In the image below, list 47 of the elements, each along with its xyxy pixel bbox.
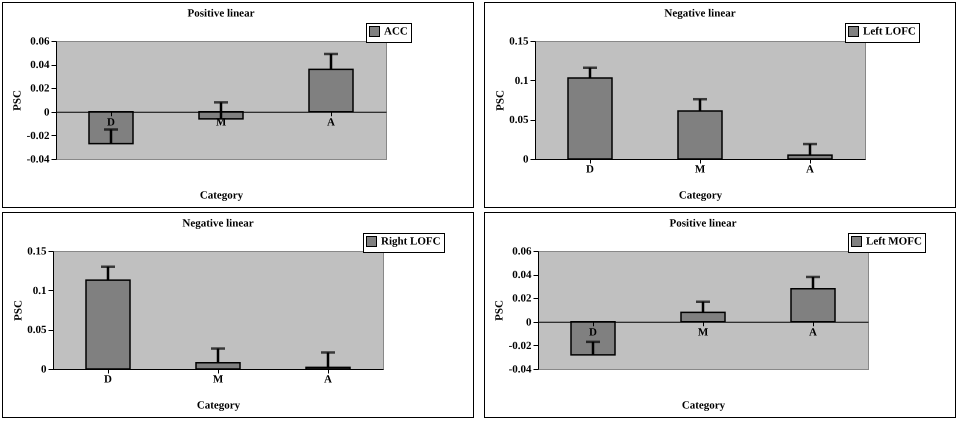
y-tick-label: 0.05 (27, 324, 47, 336)
legend-label: ACC (384, 26, 408, 38)
chart-title: Positive linear (188, 8, 255, 20)
x-tick-label: D (104, 374, 112, 386)
x-tick-label: A (327, 116, 336, 128)
x-tick-label: M (698, 326, 709, 338)
x-tick-label: M (212, 374, 224, 386)
x-axis-title: Category (196, 400, 241, 412)
x-axis-title: Category (678, 190, 723, 202)
x-tick-label: D (107, 116, 116, 128)
y-tick-label: 0.05 (509, 114, 529, 126)
chart-title: Negative linear (182, 218, 254, 230)
y-tick-label: 0 (41, 364, 47, 376)
x-tick-label: A (809, 326, 818, 338)
legend-label: Left MOFC (866, 236, 922, 248)
y-tick-label: 0.02 (30, 82, 50, 95)
legend-label: Left LOFC (863, 26, 916, 38)
y-tick-label: -0.02 (26, 130, 50, 142)
y-tick-label: -0.04 (26, 154, 50, 166)
x-tick-label: D (586, 164, 594, 176)
y-tick-label: 0 (526, 316, 532, 328)
x-axis-title: Category (200, 190, 244, 202)
y-axis-title: PSC (494, 300, 506, 321)
y-tick-label: 0.1 (32, 284, 46, 297)
chart-title: Negative linear (664, 8, 736, 20)
y-axis-title: PSC (12, 90, 24, 111)
y-tick-label: 0.1 (514, 74, 528, 87)
y-tick-label: 0.06 (30, 36, 50, 48)
y-axis-title: PSC (494, 90, 506, 111)
chart-title: Positive linear (670, 218, 737, 230)
y-tick-label: 0.15 (27, 246, 47, 258)
y-tick-label: 0.15 (509, 36, 529, 48)
x-tick-label: D (589, 326, 598, 338)
y-tick-label: -0.04 (508, 364, 532, 376)
x-tick-label: A (324, 374, 332, 386)
y-axis-title: PSC (12, 300, 24, 321)
legend-label: Right LOFC (381, 236, 441, 248)
y-tick-label: 0.04 (30, 59, 50, 72)
x-tick-label: A (806, 164, 814, 176)
y-tick-label: 0.06 (512, 246, 532, 258)
x-axis-title: Category (682, 400, 726, 412)
y-tick-label: 0 (44, 106, 50, 118)
y-tick-label: 0.04 (512, 269, 532, 282)
y-tick-label: 0.02 (512, 292, 532, 305)
y-tick-label: 0 (523, 154, 529, 166)
y-tick-label: -0.02 (508, 340, 532, 352)
x-tick-label: M (694, 164, 706, 176)
